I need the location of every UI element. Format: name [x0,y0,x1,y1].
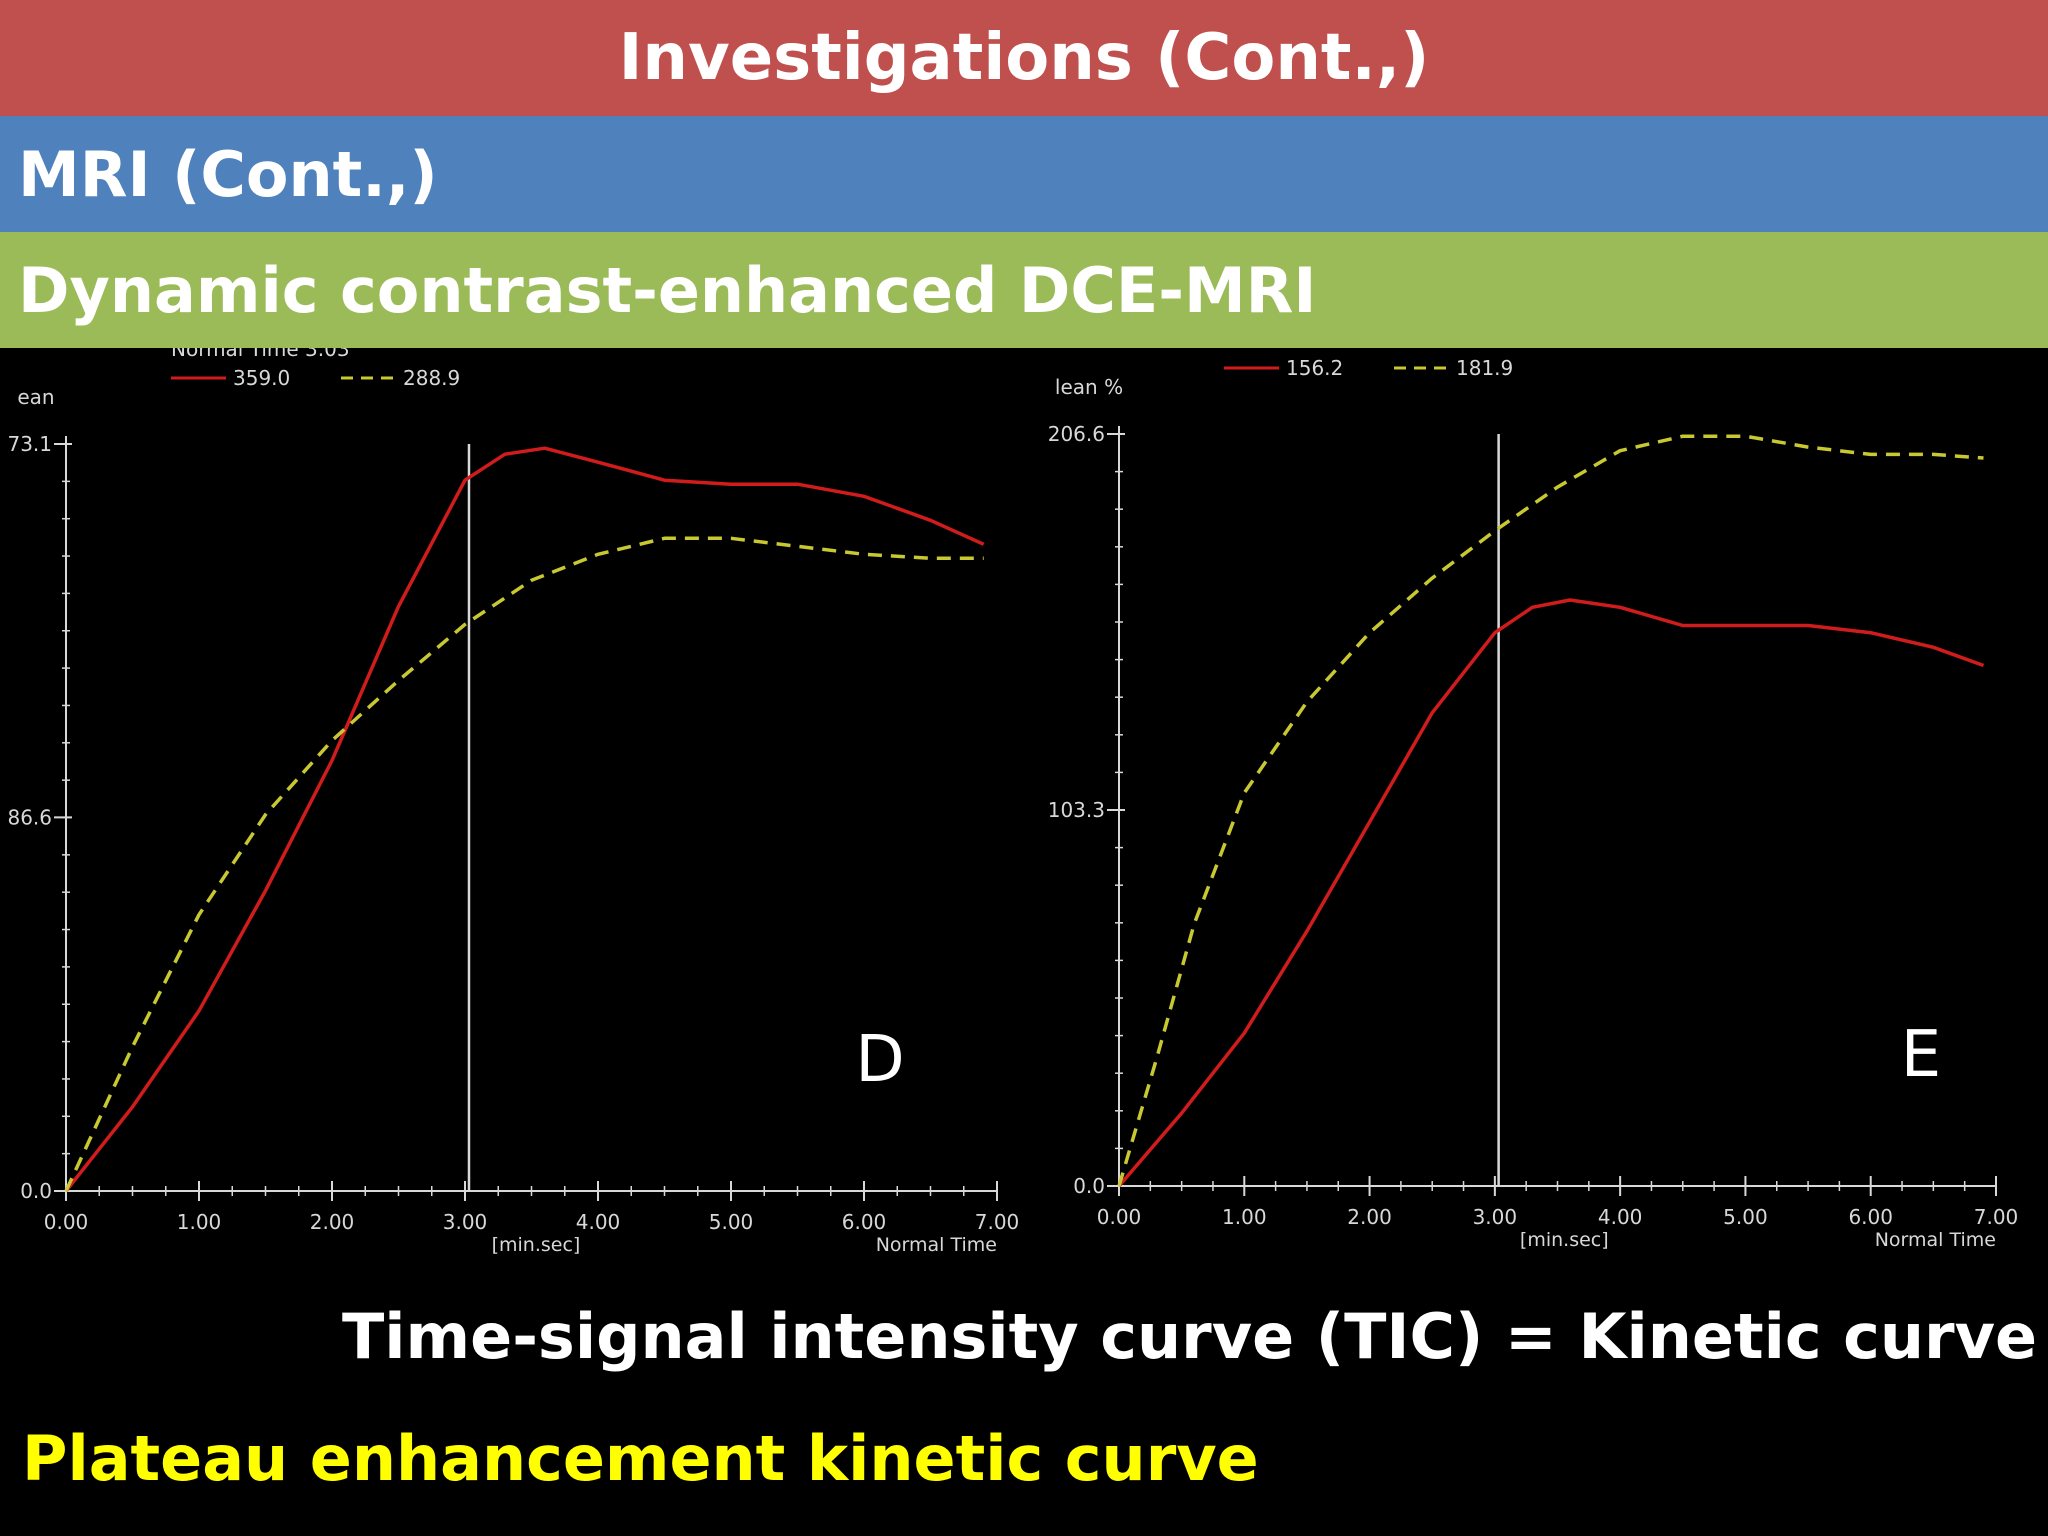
chart-e-x-tick-label: 1.00 [1222,1205,1267,1229]
chart-d-x-tick-label: 1.00 [177,1210,222,1234]
chart-d-x-tick-label: 5.00 [709,1210,754,1234]
chart-e-series-181_9 [1117,434,1984,1187]
chart-d-x-axis-label: [min.sec] [492,1234,581,1256]
chart-e-x-end-label: Normal Time [1875,1229,1996,1251]
chart-d-legend-title: Normal Time 3.03 [171,348,350,361]
chart-e-legend-title: Normal Time 3.03 [1224,348,1403,351]
chart-d-x-tick-label: 2.00 [310,1210,355,1234]
chart-e-series-156_2 [1117,598,1985,1188]
chart-d-series-359_0 [64,446,985,1193]
chart-d-legend-label: 288.9 [403,366,460,390]
chart-d-x-tick-label: 6.00 [842,1210,887,1234]
chart-e-x-axis-label: [min.sec] [1520,1229,1609,1251]
chart-d-panel-label: D [855,1023,904,1097]
chart-d-x-end-label: Normal Time [876,1234,997,1256]
subsection-heading: Dynamic contrast-enhanced DCE-MRI [0,232,2048,348]
chart-d-y-tick-label: 0.0 [20,1179,52,1203]
chart-e-y-tick-label: 0.0 [1073,1174,1105,1198]
chart-e-y-axis-label: lean % [1055,375,1123,399]
chart-e-x-tick-label: 5.00 [1723,1205,1768,1229]
plateau-caption: Plateau enhancement kinetic curve [22,1422,1259,1495]
chart-d-legend-label: 359.0 [233,366,290,390]
chart-e-x-tick-label: 2.00 [1347,1205,1392,1229]
chart-e-legend-label: 156.2 [1286,356,1343,380]
chart-d-x-tick-label: 4.00 [576,1210,621,1234]
chart-e-panel-label: E [1901,1018,1941,1092]
chart-d-x-tick-label: 3.00 [443,1210,488,1234]
chart-d-y-tick-label: 86.6 [7,805,52,829]
chart-d-x-tick-label: 0.00 [44,1210,89,1234]
chart-e-y-tick-label: 206.6 [1048,422,1105,446]
chart-e-x-tick-label: 4.00 [1598,1205,1643,1229]
chart-e-x-tick-label: 6.00 [1848,1205,1893,1229]
chart-e-legend-label: 181.9 [1456,356,1513,380]
chart-d-y-axis-label: ean [17,385,54,409]
chart-e-y-tick-label: 103.3 [1048,798,1105,822]
tic-caption: Time-signal intensity curve (TIC) = Kine… [342,1300,2038,1373]
slide-title: Investigations (Cont.,) [0,0,2048,116]
section-heading: MRI (Cont.,) [0,116,2048,232]
chart-d-x-tick-label: 7.00 [975,1210,1020,1234]
chart-d-series-288_9 [64,536,984,1192]
chart-e-x-tick-label: 7.00 [1974,1205,2019,1229]
chart-e-x-tick-label: 3.00 [1473,1205,1518,1229]
tic-charts: 0.0 86.6 73.1 0.00 1.00 2.00 3.00 4.00 5.00 6.00 7… [7,348,2019,1256]
chart-e-x-tick-label: 0.00 [1097,1205,1142,1229]
chart-d-y-tick-label: 73.1 [7,432,52,456]
